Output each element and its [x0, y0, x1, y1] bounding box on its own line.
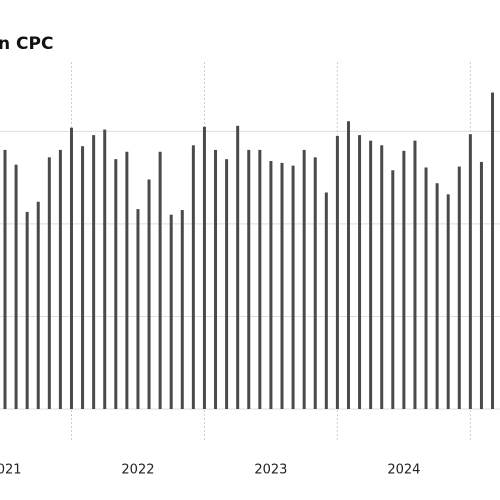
bar — [446, 194, 450, 409]
bar — [402, 150, 406, 409]
bar — [69, 127, 73, 409]
bar — [92, 135, 96, 410]
bar — [424, 167, 428, 409]
bar — [280, 162, 284, 409]
bar — [269, 161, 273, 409]
bar — [369, 140, 373, 410]
bar — [180, 210, 184, 409]
bar — [358, 135, 362, 410]
bar — [258, 149, 262, 409]
bar — [191, 145, 195, 409]
bar — [391, 170, 395, 409]
bar — [25, 211, 29, 409]
bar — [324, 192, 328, 409]
bar — [214, 149, 218, 409]
bar — [346, 121, 350, 409]
bar — [169, 214, 173, 409]
bar — [136, 209, 140, 409]
bar — [457, 166, 461, 409]
bar — [225, 159, 229, 409]
x-tick-label: 2021 — [0, 463, 22, 478]
bar — [103, 129, 107, 410]
bar — [36, 201, 40, 409]
bar — [479, 161, 483, 409]
bar — [302, 149, 306, 409]
x-tick-label: 2023 — [254, 463, 287, 478]
bar — [313, 157, 317, 409]
chart-title: n CPC — [0, 34, 53, 54]
bar — [125, 151, 129, 410]
bar — [435, 183, 439, 409]
bar — [147, 179, 151, 409]
bar — [413, 140, 417, 410]
bar — [14, 164, 18, 409]
bar — [247, 149, 251, 409]
bar — [291, 165, 295, 409]
bar — [335, 136, 339, 409]
bar — [236, 125, 240, 410]
bar — [114, 159, 118, 409]
x-tick-label: 2022 — [121, 463, 154, 478]
bar — [47, 157, 51, 409]
bar — [81, 146, 85, 410]
bar — [380, 145, 384, 409]
bar — [158, 151, 162, 410]
bar — [3, 149, 7, 409]
bar — [468, 134, 472, 409]
bar — [58, 149, 62, 409]
bar — [491, 92, 495, 409]
x-tick-label: 2024 — [387, 463, 420, 478]
bar — [202, 126, 206, 410]
